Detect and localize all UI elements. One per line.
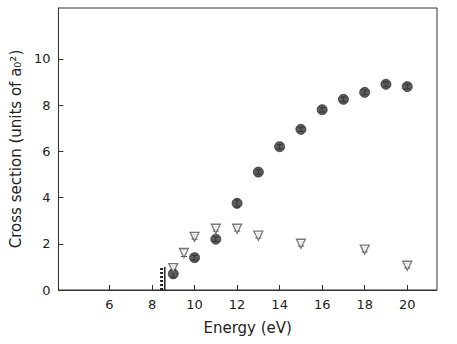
svg-text:8: 8 [42,98,50,113]
svg-text:2: 2 [42,236,50,251]
svg-text:10: 10 [34,51,51,66]
svg-text:Cross section (units of a₀²): Cross section (units of a₀²) [7,50,25,248]
svg-text:14: 14 [271,297,288,312]
svg-text:6: 6 [42,144,50,159]
svg-text:8: 8 [148,297,156,312]
svg-text:4: 4 [42,190,50,205]
svg-text:10: 10 [186,297,203,312]
svg-text:Energy (eV): Energy (eV) [203,319,291,337]
svg-text:16: 16 [314,297,331,312]
svg-text:0: 0 [42,283,50,298]
svg-text:12: 12 [229,297,246,312]
svg-text:20: 20 [399,297,416,312]
svg-text:18: 18 [356,297,373,312]
svg-text:6: 6 [105,297,113,312]
